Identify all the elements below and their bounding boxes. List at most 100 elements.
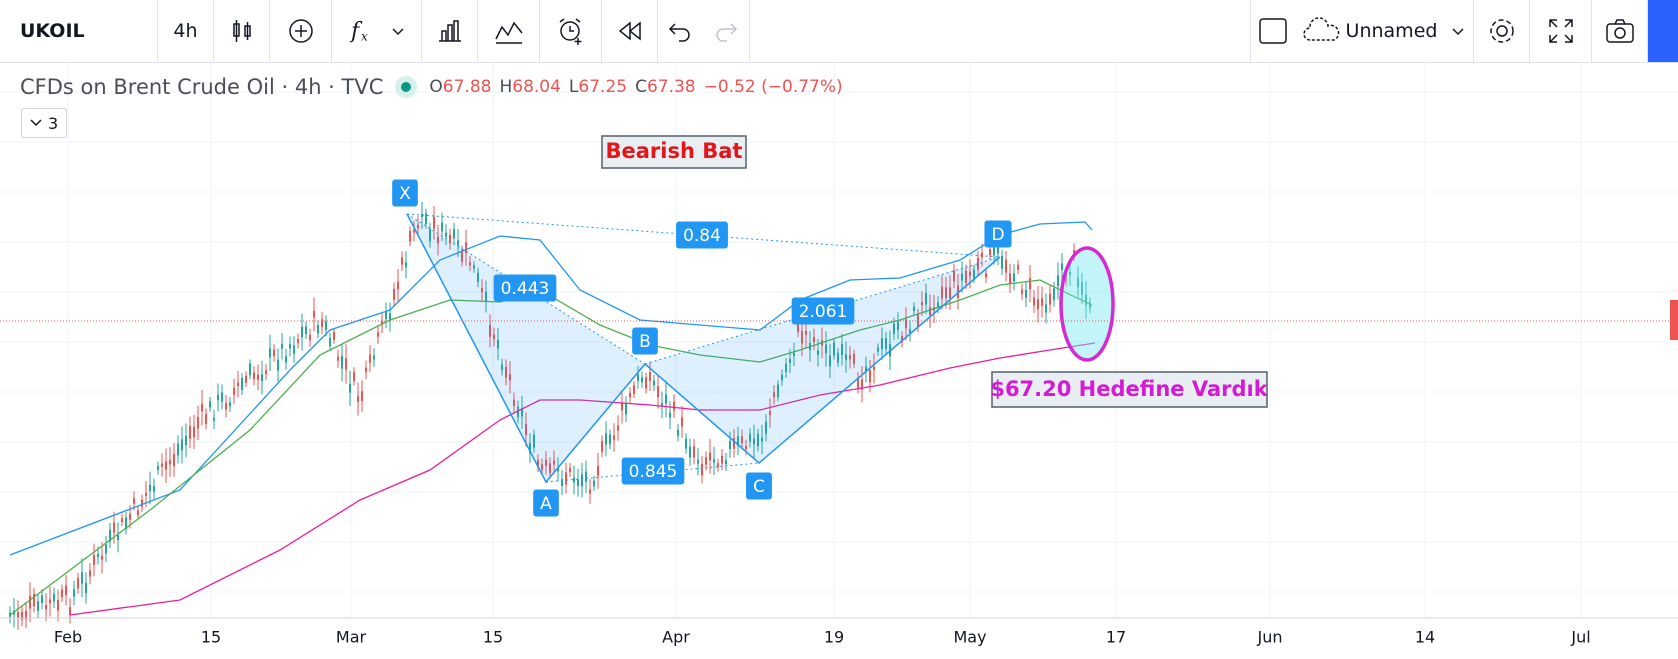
candle-body — [61, 589, 63, 598]
strategy-button[interactable] — [478, 0, 540, 62]
candle-body — [505, 366, 507, 378]
candle-body — [949, 287, 951, 299]
candle-body — [249, 363, 251, 376]
candle-body — [805, 330, 807, 335]
candle-body — [629, 392, 631, 398]
candle-body — [1077, 277, 1079, 287]
candle-body — [409, 231, 411, 242]
candle-body — [93, 555, 95, 565]
time-label: Jun — [1257, 628, 1283, 647]
time-axis: Feb 15 Mar 15 Apr 19 May 17 Jun 14 Jul — [54, 628, 1591, 647]
candle-body — [429, 229, 431, 242]
candle-body — [1005, 259, 1007, 273]
candle-body — [97, 554, 99, 558]
candle-body — [1041, 298, 1043, 306]
candle-body — [1025, 289, 1027, 298]
candle-body — [349, 384, 351, 393]
candle-body — [277, 359, 279, 371]
compare-button[interactable] — [270, 0, 332, 62]
candle-body — [929, 307, 931, 316]
candle-body — [789, 358, 791, 363]
candle-body — [749, 434, 751, 442]
legend: CFDs on Brent Crude Oil · 4h · TVC O67.8… — [20, 72, 843, 102]
candle-body — [113, 522, 115, 533]
legend-title: CFDs on Brent Crude Oil · 4h · TVC — [20, 75, 384, 99]
undo-button[interactable] — [658, 0, 702, 62]
candle-body — [833, 342, 835, 356]
candle-body — [373, 355, 375, 360]
time-label: Jul — [1570, 628, 1590, 647]
candle-body — [897, 321, 899, 330]
candle-body — [769, 411, 771, 416]
snapshot-button[interactable] — [1592, 0, 1648, 62]
chart-type-button[interactable] — [214, 0, 270, 62]
candle-body — [901, 336, 903, 343]
candle-body — [509, 374, 511, 381]
candle-body — [753, 438, 755, 445]
candle-body — [961, 273, 963, 281]
candle-body — [397, 281, 399, 290]
candle-body — [689, 446, 691, 458]
fullscreen-button[interactable] — [1530, 0, 1592, 62]
candle-body — [501, 364, 503, 370]
settings-button[interactable] — [1474, 0, 1530, 62]
candle-body — [661, 402, 663, 407]
candle-body — [481, 288, 483, 293]
candle-body — [849, 354, 851, 360]
candle-body — [869, 369, 871, 383]
candle-body — [665, 394, 667, 404]
publish-button[interactable] — [1648, 0, 1678, 62]
fullscreen-select-button[interactable] — [1250, 0, 1294, 62]
candle-body — [781, 374, 783, 381]
pattern-labels: X A B C D 0.84 0.443 0.845 2.061 — [392, 179, 1012, 517]
candle-body — [717, 463, 719, 468]
candle-body — [957, 285, 959, 298]
candle-body — [137, 510, 139, 516]
candle-body — [641, 377, 643, 383]
candle-body — [181, 439, 183, 451]
redo-button[interactable] — [702, 0, 750, 62]
candle-body — [893, 323, 895, 334]
time-label: 17 — [1106, 628, 1126, 647]
pattern-title: Bearish Bat — [606, 139, 743, 163]
candle-body — [161, 463, 163, 467]
candle-body — [757, 434, 759, 447]
candle-body — [297, 339, 299, 343]
candle-body — [801, 330, 803, 344]
candle-body — [1089, 302, 1091, 309]
candle-body — [237, 382, 239, 387]
candle-body — [261, 374, 263, 382]
candle-body — [197, 416, 199, 429]
pattern-label-box — [493, 274, 557, 302]
pattern-label: D — [991, 225, 1004, 245]
candle-body — [449, 235, 451, 244]
candle-body — [585, 471, 587, 482]
candle-body — [57, 600, 59, 611]
time-label: 14 — [1415, 628, 1435, 647]
candle-body — [157, 466, 159, 470]
candle-body — [993, 247, 995, 256]
candle-body — [593, 480, 595, 487]
candle-body — [377, 332, 379, 337]
candle-body — [989, 249, 991, 256]
ma-magenta — [69, 342, 1096, 616]
time-label: 15 — [201, 628, 221, 647]
symbol-button[interactable]: UKOIL — [0, 0, 158, 62]
indicators-toggle[interactable]: 3 — [21, 108, 68, 138]
candle-body — [497, 339, 499, 349]
candle-body — [393, 288, 395, 300]
time-label: 15 — [483, 628, 503, 647]
alert-button[interactable] — [540, 0, 602, 62]
interval-button[interactable]: 4h — [158, 0, 214, 62]
svg-text:x: x — [361, 30, 368, 44]
candle-body — [613, 435, 615, 440]
candle-body — [313, 310, 315, 318]
templates-button[interactable] — [422, 0, 478, 62]
icon — [494, 21, 523, 44]
candle-body — [857, 377, 859, 388]
candle-body — [765, 421, 767, 434]
candle-body — [453, 229, 455, 239]
replay-button[interactable] — [602, 0, 658, 62]
layout-button[interactable]: Unnamed — [1294, 0, 1474, 62]
